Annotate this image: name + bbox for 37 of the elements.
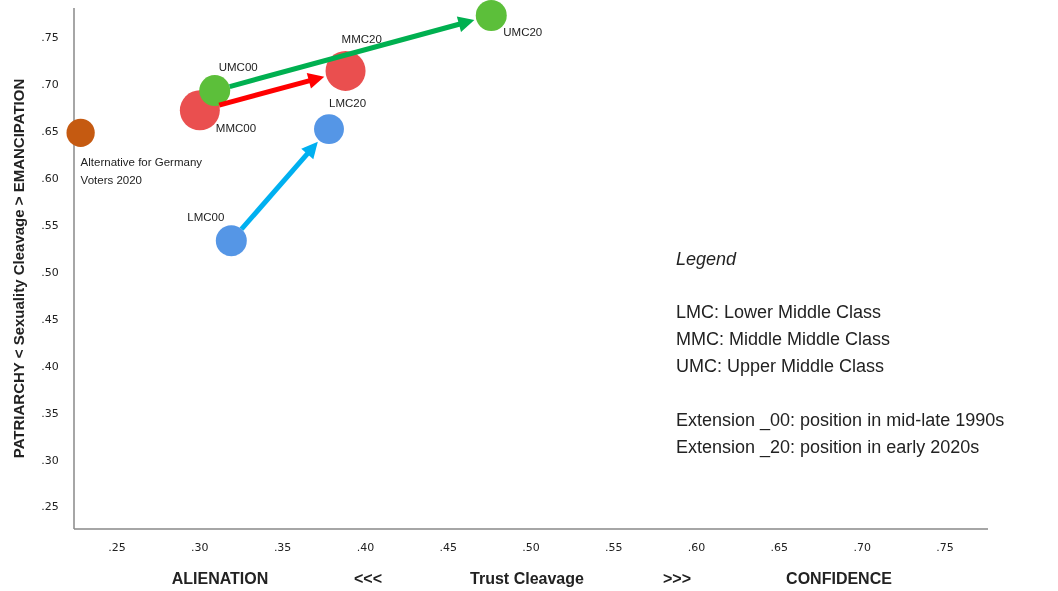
x-tick-label: .50 <box>522 541 540 554</box>
annotation: Extension _20: position in early 2020s <box>676 437 980 458</box>
y-tick-label: .30 <box>41 453 59 467</box>
x-tick-label: .60 <box>687 541 706 554</box>
series-label: LMC00 <box>187 210 225 223</box>
series-label: UMC00 <box>218 60 258 73</box>
y-tick-label: .60 <box>41 171 59 185</box>
y-tick-label: .65 <box>41 124 59 138</box>
y-tick-label: .70 <box>41 78 59 92</box>
x-tick-label: .35 <box>273 541 292 554</box>
annotation: LMC: Lower Middle Class <box>676 302 882 322</box>
y-tick-label: .45 <box>41 312 59 326</box>
x-tick-label: .55 <box>605 541 623 554</box>
series-label: UMC20 <box>503 25 543 38</box>
series-label: MMC00 <box>215 122 257 135</box>
x-tick-label: .70 <box>853 541 871 554</box>
text: ALIENATION <<< Trust Cleavage >>> CONFIDENCE <box>171 570 892 587</box>
annotation: MMC: Middle Middle Class <box>676 329 891 349</box>
y-tick-label: .55 <box>41 218 59 232</box>
y-axis-title: PATRIARCHY < Sexuality Cleavage > EMANCIPATION <box>10 78 27 459</box>
annotation: Extension _00: position in mid-late 1990s <box>676 410 1005 431</box>
series-label: LMC20 <box>328 97 367 110</box>
x-tick-label: .75 <box>936 541 954 554</box>
annotation: UMC: Upper Middle Class <box>676 356 885 376</box>
x-tick-label: .45 <box>439 541 457 554</box>
series-label: MMC20 <box>341 32 382 45</box>
y-tick-label: .50 <box>41 265 59 279</box>
x-tick-label: .65 <box>770 541 789 554</box>
x-tick-label: .40 <box>356 541 375 554</box>
annotation: Legend <box>676 249 738 269</box>
x-tick-label: .25 <box>108 541 126 554</box>
y-tick-label: .25 <box>41 500 59 514</box>
y-tick-label: .40 <box>41 359 59 373</box>
y-tick-label: .75 <box>41 31 59 45</box>
x-tick-label: .30 <box>191 541 209 554</box>
y-tick-label: .35 <box>41 406 59 420</box>
series-label: Alternative for Germany Voters 2020 <box>80 155 203 186</box>
